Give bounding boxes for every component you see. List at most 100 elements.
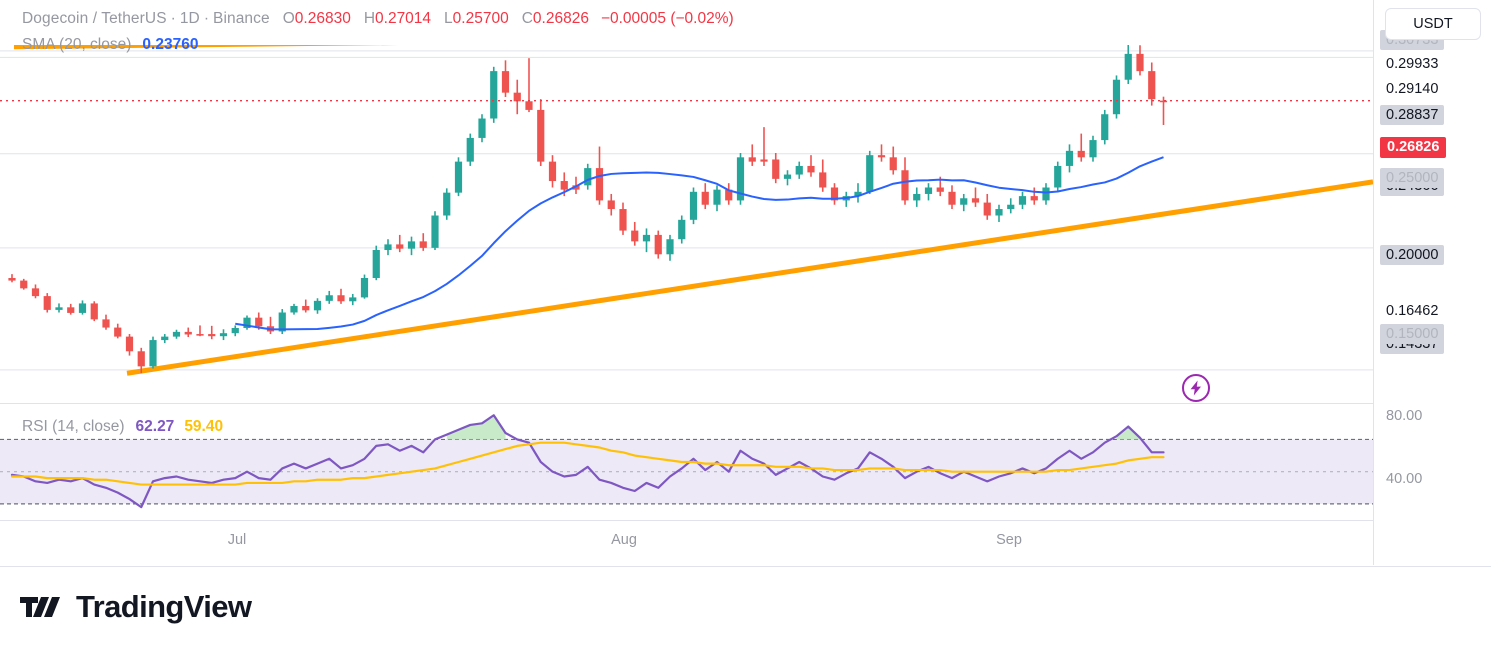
candle-body <box>43 296 51 310</box>
candle-body <box>807 165 815 173</box>
candle-body <box>1148 71 1156 100</box>
candle-body <box>901 170 909 201</box>
price-axis[interactable]: USDT 0.30733 0.29933 0.29140 0.28837 0.26826… <box>1373 0 1491 565</box>
rsi-pane[interactable]: RSI (14, close) 62.27 59.40 <box>0 404 1373 520</box>
candle-body <box>1124 53 1132 80</box>
low-value: 0.25700 <box>452 10 509 27</box>
sma-line[interactable] <box>235 156 1164 331</box>
candle-body <box>1089 140 1097 158</box>
rsi-overbought-fill <box>1116 426 1140 440</box>
tradingview-logo[interactable]: TradingView <box>20 589 252 625</box>
sma-legend-row[interactable]: SMA (20, close) 0.23760 <box>22 36 734 58</box>
candle-body <box>102 319 110 328</box>
candle-body <box>537 109 545 162</box>
candle-body <box>172 331 181 337</box>
exchange-label[interactable]: Binance <box>213 10 270 27</box>
rsi-overbought-fill <box>446 415 506 440</box>
price-axis-label[interactable]: 0.25000 <box>1380 168 1445 188</box>
candle-body <box>8 278 16 281</box>
rsi-legend[interactable]: RSI (14, close) 62.27 59.40 <box>22 418 223 436</box>
candle-body <box>877 155 886 158</box>
candle-body <box>1042 187 1050 201</box>
price-axis-label[interactable]: 0.29140 <box>1386 81 1439 97</box>
candle-body <box>795 165 803 175</box>
sma-value: 0.23760 <box>142 36 199 53</box>
candle-body <box>302 306 310 311</box>
candle-body <box>196 334 204 336</box>
sma-label: SMA (20, close) <box>22 36 132 53</box>
candle-body <box>760 159 768 162</box>
candle-body <box>349 297 357 302</box>
candle-body <box>90 303 98 320</box>
candle-body <box>1065 150 1074 166</box>
candle-body <box>819 172 827 188</box>
trendline[interactable] <box>126 179 1373 376</box>
candle-body <box>149 340 157 367</box>
candle-body <box>513 92 521 102</box>
candle-body <box>1018 196 1027 205</box>
time-axis-label: Aug <box>611 532 637 548</box>
high-label: H <box>363 10 376 27</box>
candle-body <box>431 215 439 248</box>
price-axis-label[interactable]: 0.15000 <box>1380 324 1445 344</box>
chart-legend: Dogecoin / TetherUS · 1D · Binance O 0.26… <box>22 10 734 58</box>
candle-body <box>161 336 169 341</box>
candle-body <box>490 71 498 119</box>
candle-body <box>619 209 627 231</box>
candle-body <box>243 317 251 329</box>
candle-body <box>595 168 604 201</box>
candle-body <box>701 191 709 205</box>
last-price-label[interactable]: 0.26826 <box>1380 137 1447 158</box>
candle-body <box>184 331 192 335</box>
lightning-bolt-icon[interactable] <box>1181 373 1211 403</box>
legend-separator-1: · <box>170 10 176 27</box>
candle-body <box>736 157 745 201</box>
candle-body <box>1159 100 1168 103</box>
candle-body <box>678 219 686 240</box>
candle-body <box>689 191 698 220</box>
candle-body <box>501 71 510 93</box>
candle-body <box>466 137 474 162</box>
rsi-ma-line[interactable] <box>10 441 1165 486</box>
candle-body <box>384 244 392 250</box>
quote-currency-button[interactable]: USDT <box>1385 8 1481 40</box>
price-axis-label[interactable]: 0.28837 <box>1380 105 1445 125</box>
price-change: −0.00005 (−0.02%) <box>600 10 734 27</box>
rsi-ma-value: 59.40 <box>184 418 224 435</box>
candle-body <box>1007 204 1015 210</box>
candle-body <box>231 328 239 334</box>
candle-body <box>396 244 404 249</box>
candle-body <box>936 187 944 192</box>
candle-body <box>983 202 991 216</box>
rsi-line[interactable] <box>10 414 1165 509</box>
price-axis-label[interactable]: 0.29933 <box>1386 56 1439 72</box>
candle-body <box>454 161 463 193</box>
rsi-value: 62.27 <box>135 418 175 435</box>
candle-body <box>255 317 263 327</box>
close-label: C <box>521 10 533 27</box>
symbol-name[interactable]: Dogecoin / TetherUS <box>22 10 167 27</box>
candle-body <box>372 249 380 279</box>
candle-body <box>948 191 956 205</box>
symbol-ohlc-row: Dogecoin / TetherUS · 1D · Binance O 0.26… <box>22 10 734 32</box>
candle-body <box>560 181 568 190</box>
candle-body <box>725 189 733 201</box>
high-value: 0.27014 <box>375 10 432 27</box>
pane-divider[interactable] <box>0 403 1373 404</box>
price-axis-label[interactable]: 0.20000 <box>1380 245 1445 265</box>
candle-body <box>443 192 451 216</box>
price-axis-label[interactable]: 0.16462 <box>1386 303 1439 319</box>
footer: TradingView <box>0 566 1491 650</box>
candle-body <box>913 193 921 201</box>
candle-body <box>114 327 122 337</box>
close-value: 0.26826 <box>532 10 589 27</box>
open-value: 0.26830 <box>294 10 351 27</box>
time-axis-divider <box>0 520 1373 521</box>
candle-body <box>572 185 580 190</box>
price-pane[interactable] <box>0 45 1373 403</box>
time-axis[interactable]: Jul Aug Sep <box>0 520 1373 565</box>
candle-body <box>125 336 134 352</box>
interval-label[interactable]: 1D <box>179 10 200 27</box>
candle-body <box>548 161 557 182</box>
